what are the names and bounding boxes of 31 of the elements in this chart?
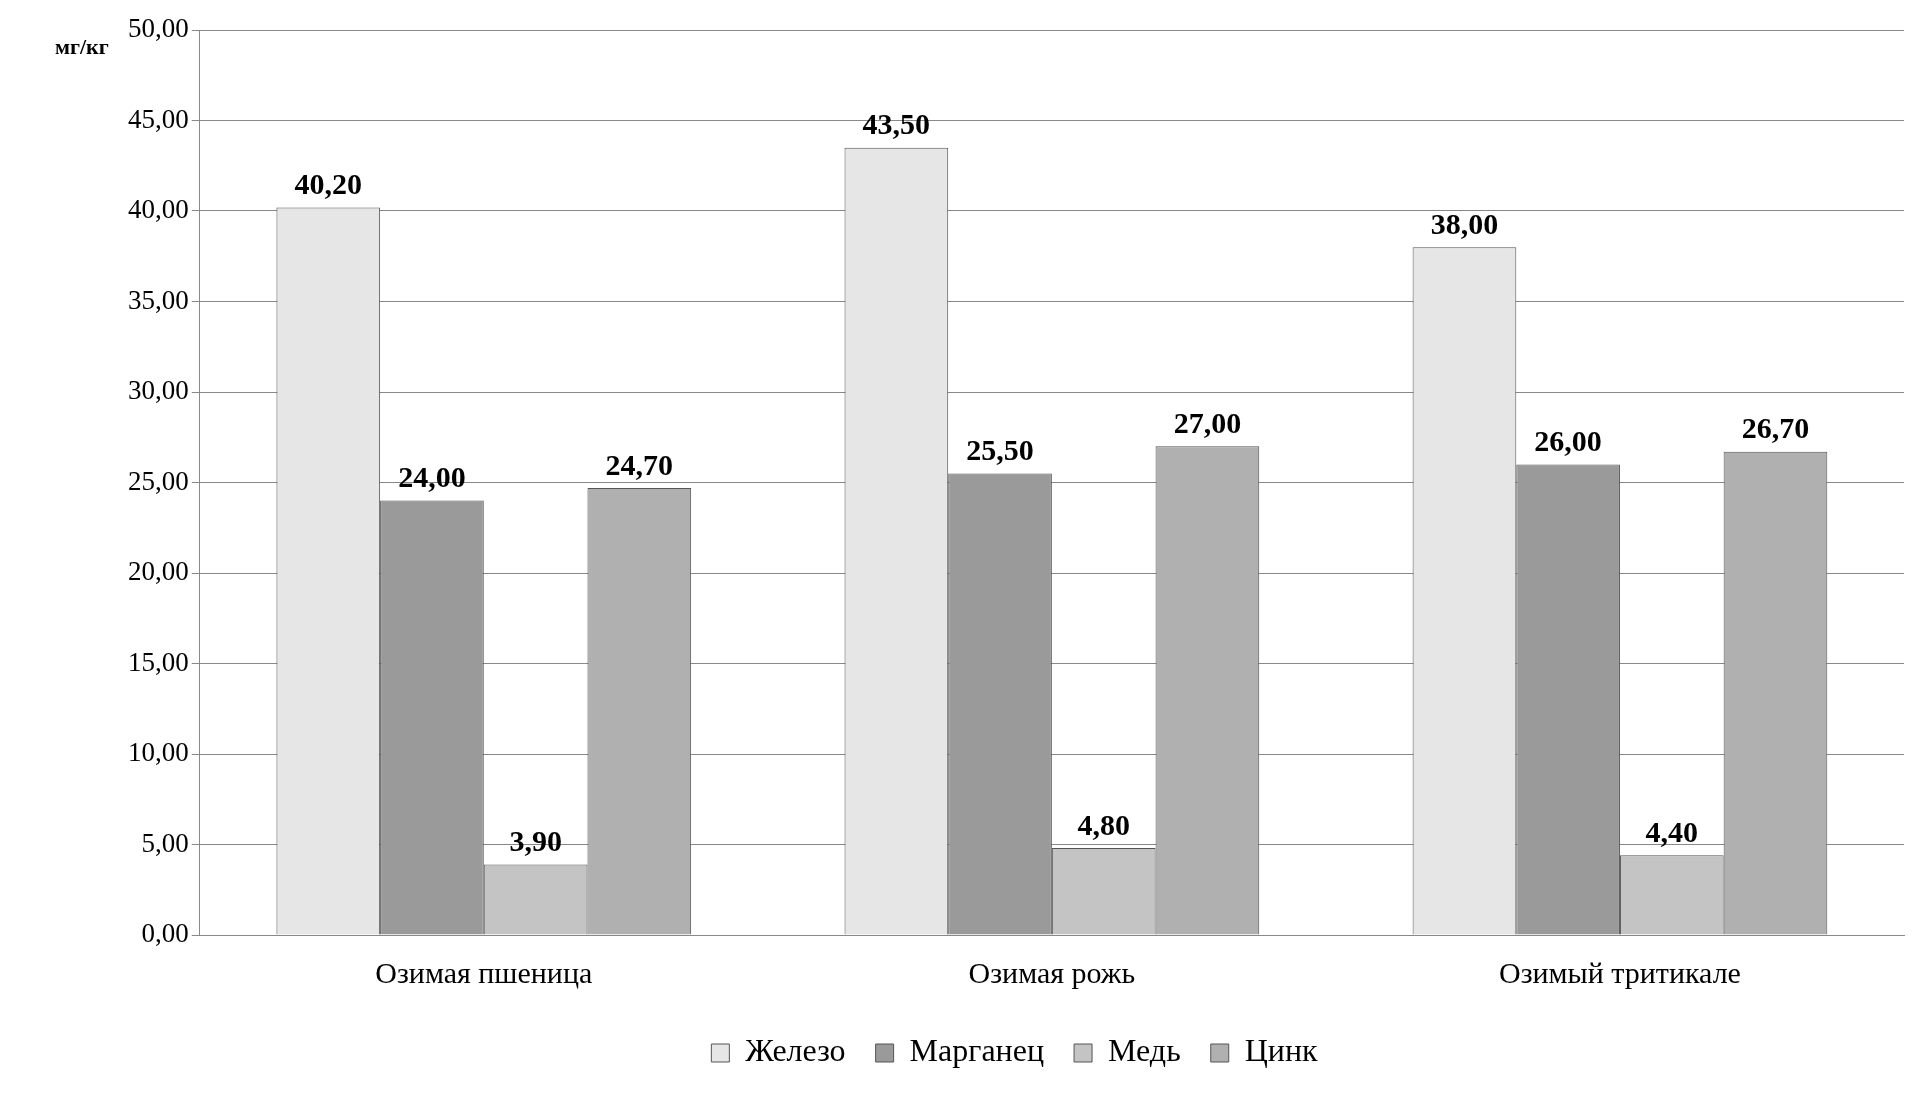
x-tick-label: Озимая рожь [968, 955, 1136, 989]
data-label: 24,00 [398, 460, 466, 494]
data-label: 4,80 [1077, 807, 1130, 841]
y-tick-label: 10,00 [128, 737, 189, 768]
y-tick-label: 50,00 [128, 13, 189, 44]
legend-label: Марганец [909, 1032, 1045, 1069]
y-tick-label: 0,00 [141, 918, 189, 949]
y-tick-label: 20,00 [128, 556, 189, 587]
data-label: 26,00 [1534, 424, 1602, 458]
y-tick-label: 45,00 [128, 103, 189, 134]
y-tick-label: 15,00 [128, 646, 189, 677]
data-label: 43,50 [862, 107, 931, 141]
y-tick-label: 35,00 [128, 284, 189, 315]
data-label: 3,90 [509, 824, 562, 858]
data-label: 27,00 [1173, 406, 1242, 440]
x-tick-label: Озимый тритикале [1498, 955, 1741, 989]
data-label: 25,50 [966, 433, 1034, 467]
data-label: 40,20 [294, 167, 363, 201]
y-tick-label: 40,00 [128, 194, 189, 225]
data-label: 4,40 [1645, 815, 1699, 849]
legend-label: Цинк [1244, 1032, 1319, 1069]
x-tick-label: Озимая пшеница [375, 955, 593, 989]
data-label: 38,00 [1430, 206, 1499, 240]
data-label: 24,70 [605, 447, 674, 481]
legend-label: Медь [1108, 1032, 1181, 1069]
legend-label: Железо [745, 1032, 846, 1069]
y-tick-label: 30,00 [128, 375, 189, 406]
y-axis-title: мг/кг [55, 33, 109, 59]
y-tick-label: 5,00 [141, 827, 189, 858]
y-tick-label: 25,00 [128, 465, 189, 496]
data-label: 26,70 [1741, 411, 1810, 445]
